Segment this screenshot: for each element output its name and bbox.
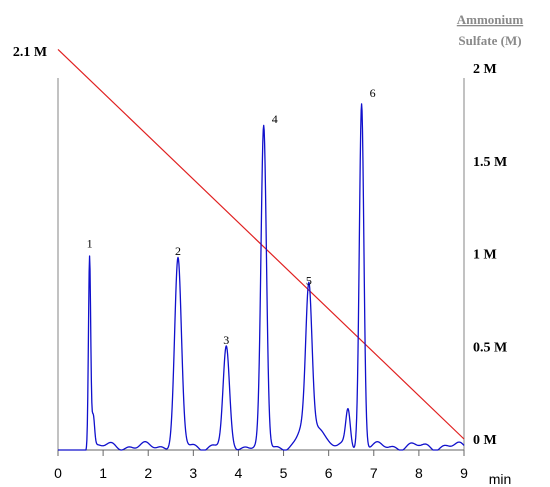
peak-label: 1 — [87, 236, 93, 250]
peak-label: 4 — [272, 112, 278, 126]
right-tick-label: 0.5 M — [473, 340, 507, 355]
peak-labels: 1 2 3 4 5 6 — [87, 86, 376, 347]
chromatogram-trace — [57, 103, 465, 451]
x-tick-label: 9 — [460, 465, 468, 481]
right-axis-ticks: 0 M 0.5 M 1 M 1.5 M 2 M — [473, 62, 507, 448]
x-axis-ticks: 0 1 2 3 4 5 6 7 8 9 — [54, 450, 468, 481]
x-tick-label: 5 — [280, 465, 288, 481]
right-tick-label: 1 M — [473, 248, 497, 263]
gradient-start-label: 2.1 M — [13, 45, 47, 60]
peak-label: 6 — [370, 86, 376, 100]
peak-label: 5 — [306, 273, 312, 287]
x-tick-label: 2 — [144, 465, 152, 481]
x-tick-label: 0 — [54, 465, 62, 481]
x-tick-label: 8 — [415, 465, 423, 481]
x-tick-label: 3 — [189, 465, 197, 481]
x-tick-label: 1 — [99, 465, 107, 481]
x-axis-unit-label: min — [489, 471, 512, 487]
right-axis-title-line2: Sulfate (M) — [458, 33, 521, 48]
x-tick-label: 4 — [235, 465, 243, 481]
x-tick-label: 6 — [325, 465, 333, 481]
x-tick-label: 7 — [370, 465, 378, 481]
right-tick-label: 2 M — [473, 62, 497, 77]
peak-label: 2 — [175, 244, 181, 258]
right-axis-title-line1: Ammonium — [457, 12, 524, 27]
right-tick-label: 1.5 M — [473, 155, 507, 170]
right-tick-label: 0 M — [473, 433, 497, 448]
peak-label: 3 — [223, 333, 229, 347]
